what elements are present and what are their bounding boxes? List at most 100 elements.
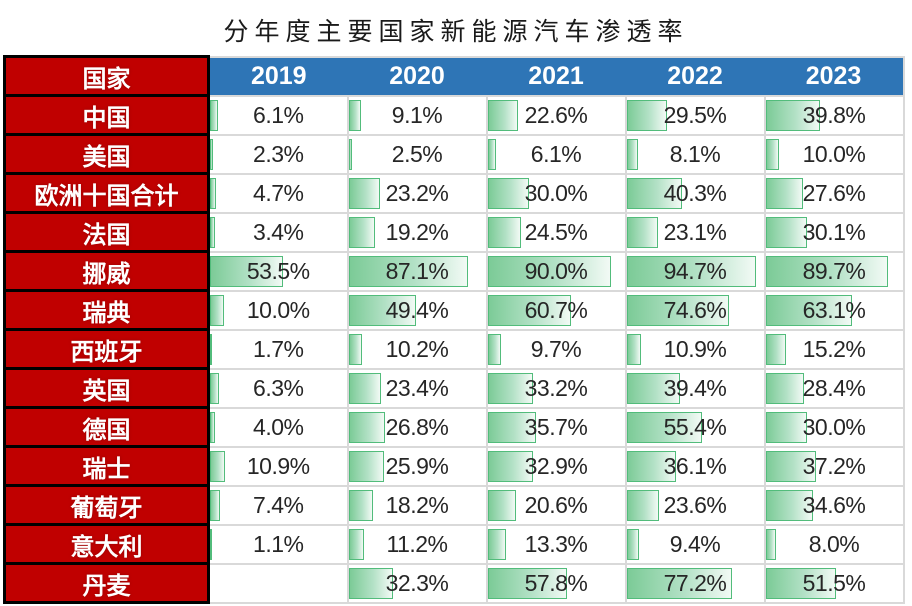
data-bar	[348, 99, 361, 131]
value-label: 40.3%	[663, 179, 727, 206]
value-cell: 2.3%	[207, 133, 349, 175]
data-bar	[210, 138, 214, 170]
value-label: 39.4%	[663, 374, 727, 401]
value-label: 10.2%	[385, 335, 449, 362]
penetration-table: 国家 2019 2020 2021 2022 2023 中国 6.1% 9.1% 22.6% 2…	[3, 55, 905, 604]
value-label: 4.7%	[253, 179, 304, 206]
data-bar	[765, 138, 780, 170]
data-bar	[765, 489, 813, 521]
value-cell: 6.1%	[207, 94, 349, 136]
value-label: 89.7%	[802, 257, 866, 284]
value-cell: 23.2%	[346, 172, 488, 214]
data-bar	[210, 294, 224, 326]
data-bar	[487, 333, 501, 365]
value-cell: 1.7%	[207, 328, 349, 370]
country-label: 西班牙	[3, 328, 210, 370]
data-bar	[487, 489, 516, 521]
value-label: 1.7%	[253, 335, 304, 362]
country-column-header: 国家	[3, 55, 210, 97]
data-bar	[210, 333, 213, 365]
value-cell: 11.2%	[346, 523, 488, 565]
value-cell: 23.1%	[624, 211, 766, 253]
data-bar	[348, 528, 364, 560]
value-cell: 10.0%	[763, 133, 905, 175]
data-bar	[487, 411, 537, 443]
data-bar	[348, 216, 375, 248]
value-label: 23.4%	[385, 374, 449, 401]
value-label: 35.7%	[524, 413, 588, 440]
data-bar	[487, 255, 611, 287]
value-cell: 36.1%	[624, 445, 766, 487]
data-bar	[626, 528, 640, 560]
value-cell: 23.4%	[346, 367, 488, 409]
data-bar	[348, 138, 352, 170]
table-row: 德国 4.0% 26.8% 35.7% 55.4% 30.0%	[3, 406, 905, 448]
country-label: 欧洲十国合计	[3, 172, 210, 214]
value-cell: 32.9%	[485, 445, 627, 487]
data-bar	[210, 489, 221, 521]
value-cell: 19.2%	[346, 211, 488, 253]
value-label: 11.2%	[386, 530, 448, 557]
value-cell: 3.4%	[207, 211, 349, 253]
value-label: 87.1%	[385, 257, 449, 284]
value-cell: 15.2%	[763, 328, 905, 370]
data-bar	[765, 255, 889, 287]
data-bar	[626, 255, 757, 287]
value-label: 23.2%	[385, 179, 449, 206]
value-label: 39.8%	[802, 101, 866, 128]
data-bar	[626, 450, 676, 482]
table-row: 美国 2.3% 2.5% 6.1% 8.1% 10.0%	[3, 133, 905, 175]
header-row: 国家 2019 2020 2021 2022 2023	[3, 55, 905, 97]
data-bar	[210, 255, 284, 287]
table-row: 欧洲十国合计 4.7% 23.2% 30.0% 40.3% 27.6%	[3, 172, 905, 214]
data-bar	[626, 216, 659, 248]
country-label: 葡萄牙	[3, 484, 210, 526]
country-label: 瑞士	[3, 445, 210, 487]
data-bar	[210, 216, 215, 248]
data-bar	[210, 372, 219, 404]
data-bar	[765, 177, 804, 209]
table-row: 丹麦 32.3% 57.8% 77.2% 51.5%	[3, 562, 905, 604]
value-label: 9.1%	[391, 101, 443, 128]
data-bar	[626, 372, 681, 404]
value-cell: 18.2%	[346, 484, 488, 526]
value-cell: 26.8%	[346, 406, 488, 448]
data-bar	[348, 333, 363, 365]
data-bar	[210, 99, 219, 131]
table-row: 意大利 1.1% 11.2% 13.3% 9.4% 8.0%	[3, 523, 905, 565]
value-cell: 23.6%	[624, 484, 766, 526]
value-cell: 27.6%	[763, 172, 905, 214]
data-bar	[348, 411, 386, 443]
value-label: 30.1%	[802, 218, 866, 245]
country-label: 法国	[3, 211, 210, 253]
data-bar	[765, 372, 805, 404]
value-label: 15.2%	[802, 335, 866, 362]
value-label: 9.4%	[669, 530, 721, 557]
country-label: 美国	[3, 133, 210, 175]
value-label: 30.0%	[524, 179, 588, 206]
data-bar	[626, 333, 642, 365]
value-label: 10.9%	[663, 335, 727, 362]
table-row: 挪威 53.5% 87.1% 90.0% 94.7% 89.7%	[3, 250, 905, 292]
value-label: 34.6%	[802, 491, 866, 518]
year-header-2020: 2020	[347, 55, 487, 96]
data-bar	[348, 489, 374, 521]
value-label: 18.2%	[385, 491, 449, 518]
value-cell: 35.7%	[485, 406, 627, 448]
data-bar	[626, 567, 733, 599]
value-cell: 63.1%	[763, 289, 905, 331]
value-label: 63.1%	[802, 296, 866, 323]
value-label: 29.5%	[663, 101, 727, 128]
data-bar	[626, 99, 667, 131]
data-bar	[348, 372, 381, 404]
value-cell: 22.6%	[485, 94, 627, 136]
country-label: 英国	[3, 367, 210, 409]
value-cell: 34.6%	[763, 484, 905, 526]
data-bar	[765, 450, 817, 482]
table-row: 瑞士 10.9% 25.9% 32.9% 36.1% 37.2%	[3, 445, 905, 487]
value-label: 6.3%	[253, 374, 304, 401]
data-bar	[765, 216, 807, 248]
value-cell: 2.5%	[346, 133, 488, 175]
value-cell: 4.7%	[207, 172, 349, 214]
value-cell: 94.7%	[624, 250, 766, 292]
